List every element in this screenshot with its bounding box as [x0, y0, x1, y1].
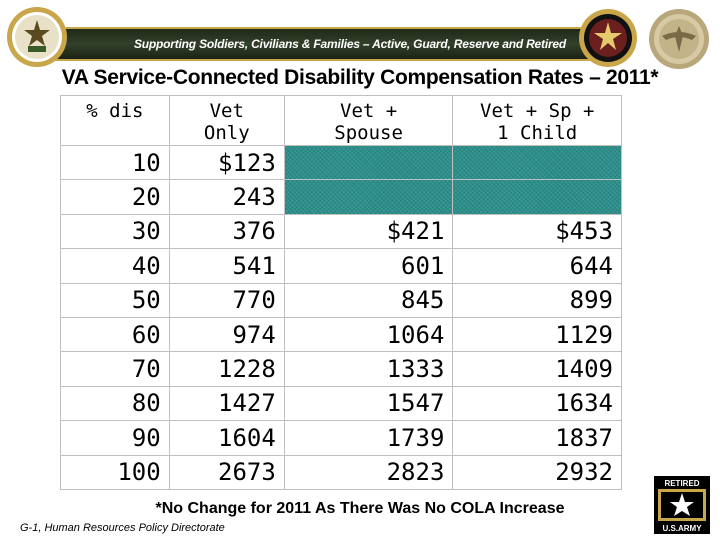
- header-vet-spouse: Vet + Spouse: [283, 95, 454, 146]
- cell-vet-spouse: 601: [283, 248, 454, 284]
- army-retired-logo-icon: RETIRED U.S.ARMY: [654, 476, 710, 534]
- cell-percent: 90: [60, 420, 170, 456]
- cell-not-applicable: [283, 144, 454, 181]
- table-row: 60 974 1064 1129: [60, 316, 622, 353]
- cell-vet-spouse-child: $453: [452, 213, 622, 250]
- table-row: 30 376 $421 $453: [60, 213, 622, 250]
- banner-bar: Supporting Soldiers, Civilians & Familie…: [40, 27, 620, 61]
- cell-vet-spouse: 1547: [283, 385, 454, 422]
- cell-vet-spouse: 1739: [283, 420, 454, 456]
- header-banner: Supporting Soldiers, Civilians & Familie…: [0, 0, 720, 70]
- table-row: 20 243: [60, 179, 622, 215]
- cell-vet-spouse: 845: [283, 282, 454, 318]
- cell-vet-only: 2673: [168, 454, 285, 491]
- cell-not-applicable: [452, 179, 622, 215]
- cell-vet-only: 1427: [168, 385, 285, 422]
- cell-percent: 30: [60, 213, 170, 250]
- cell-percent: 60: [60, 316, 170, 353]
- army-logo-bottom-text: U.S.ARMY: [662, 524, 702, 533]
- cell-vet-spouse: 2823: [283, 454, 454, 491]
- table-row: 50 770 845 899: [60, 282, 622, 318]
- table-row: 90 1604 1739 1837: [60, 420, 622, 456]
- cell-vet-only: 243: [168, 179, 285, 215]
- cell-percent: 10: [60, 144, 170, 181]
- cell-vet-spouse: 1333: [283, 351, 454, 387]
- header-percent-disability: % dis: [60, 95, 170, 146]
- department-of-army-seal-icon: [7, 7, 67, 67]
- cell-vet-only: 974: [168, 316, 285, 353]
- table-header-row: % dis Vet Only Vet + Spouse Vet + Sp + 1…: [60, 95, 622, 146]
- cell-vet-only: 376: [168, 213, 285, 250]
- table-row: 80 1427 1547 1634: [60, 385, 622, 422]
- cell-percent: 40: [60, 248, 170, 284]
- cell-percent: 20: [60, 179, 170, 215]
- army-star-icon: [670, 493, 694, 516]
- cell-vet-spouse-child: 644: [452, 248, 622, 284]
- header-vet-spouse-child: Vet + Sp + 1 Child: [452, 95, 622, 146]
- cell-vet-spouse-child: 2932: [452, 454, 622, 491]
- cell-percent: 100: [60, 454, 170, 491]
- cell-vet-spouse: $421: [283, 213, 454, 250]
- cell-vet-spouse-child: 1837: [452, 420, 622, 456]
- cell-vet-only: 541: [168, 248, 285, 284]
- cell-vet-only: $123: [168, 144, 285, 181]
- cell-vet-spouse: 1064: [283, 316, 454, 353]
- header-vet-only: Vet Only: [168, 95, 285, 146]
- cell-not-applicable: [283, 179, 454, 215]
- footer-directorate: G-1, Human Resources Policy Directorate: [20, 522, 225, 534]
- army-logo-top-text: RETIRED: [664, 479, 699, 488]
- cell-vet-only: 1228: [168, 351, 285, 387]
- table-row: 40 541 601 644: [60, 248, 622, 284]
- compensation-rates-table: % dis Vet Only Vet + Spouse Vet + Sp + 1…: [60, 95, 622, 491]
- cell-vet-only: 770: [168, 282, 285, 318]
- page-title: VA Service-Connected Disability Compensa…: [61, 66, 659, 89]
- footnote: *No Change for 2011 As There Was No COLA…: [155, 500, 565, 517]
- cell-vet-spouse-child: 1634: [452, 385, 622, 422]
- cell-vet-spouse-child: 1129: [452, 316, 622, 353]
- cell-vet-spouse-child: 1409: [452, 351, 622, 387]
- cell-percent: 50: [60, 282, 170, 318]
- table-row: 100 2673 2823 2932: [60, 454, 622, 491]
- cell-percent: 70: [60, 351, 170, 387]
- great-seal-icon: [649, 9, 709, 69]
- cell-vet-spouse-child: 899: [452, 282, 622, 318]
- cell-not-applicable: [452, 144, 622, 181]
- table-row: 70 1228 1333 1409: [60, 351, 622, 387]
- cell-percent: 80: [60, 385, 170, 422]
- cell-vet-only: 1604: [168, 420, 285, 456]
- banner-text: Supporting Soldiers, Civilians & Familie…: [133, 37, 567, 51]
- table-row: 10 $123: [60, 144, 622, 181]
- chief-of-staff-seal-icon: [579, 9, 637, 67]
